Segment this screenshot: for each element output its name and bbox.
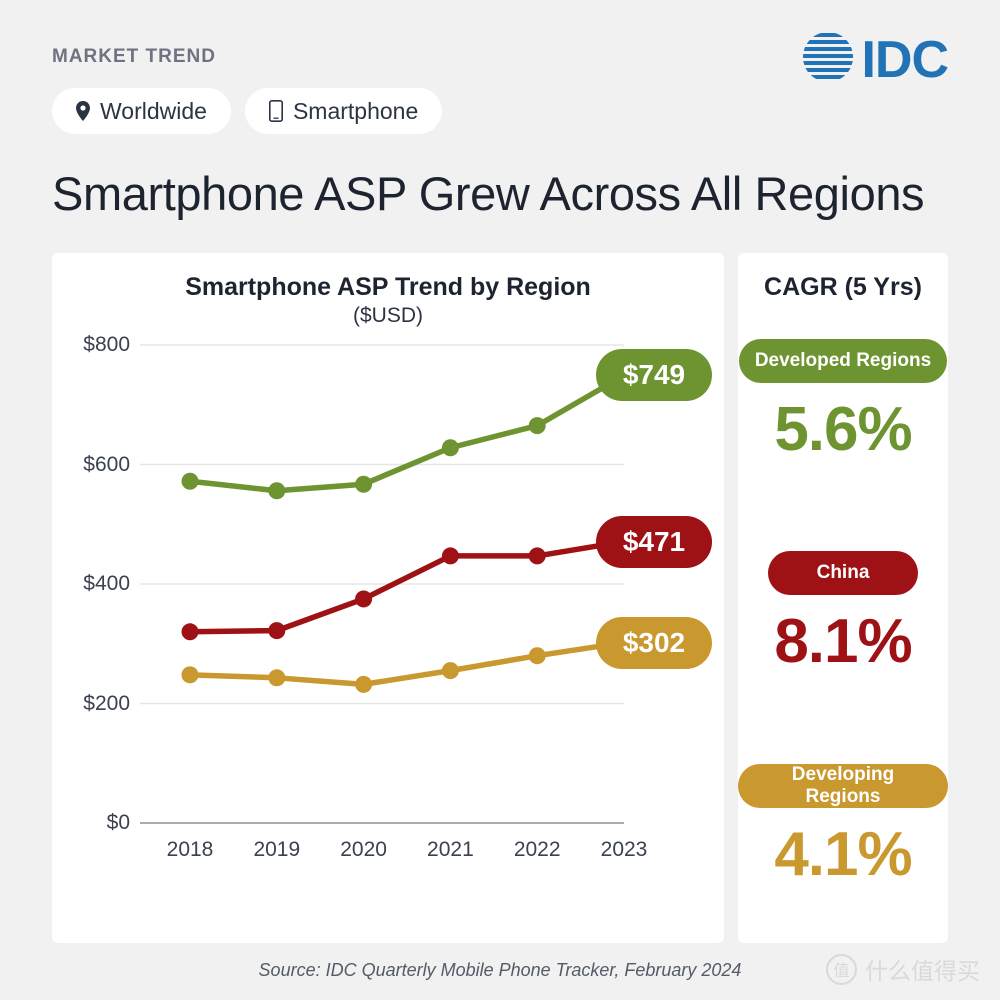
x-axis-tick-label: 2019 xyxy=(253,838,301,861)
page-title: Smartphone ASP Grew Across All Regions xyxy=(52,167,925,220)
series-line-0 xyxy=(187,372,627,494)
cagr-value: 8.1% xyxy=(774,607,912,676)
cagr-region-pill: Developing Regions xyxy=(738,764,948,808)
watermark: 值 什么值得买 xyxy=(826,952,980,986)
y-axis-tick-label: $400 xyxy=(83,572,130,595)
data-point xyxy=(441,547,459,565)
cagr-card: CAGR (5 Yrs) Developed Regions 5.6% China 8… xyxy=(738,253,948,943)
data-point xyxy=(355,590,373,608)
data-point xyxy=(441,662,459,680)
cagr-region-pill: Developed Regions xyxy=(738,339,948,383)
cagr-item: China 8.1% xyxy=(738,551,948,674)
x-axis-tick-label: 2023 xyxy=(600,838,648,861)
mobile-phone-icon xyxy=(268,100,283,122)
y-axis-tick-label: $600 xyxy=(83,452,130,476)
line-chart-plot: $0 $200 $400 $600 $800 2018 2019 2020 2021 2022 20… xyxy=(52,253,724,943)
data-point xyxy=(181,623,199,641)
x-axis-tick-label: 2022 xyxy=(513,838,561,861)
chart-subtitle: ($USD) xyxy=(352,304,423,327)
idc-logo: IDC xyxy=(801,30,949,89)
cagr-title: CAGR (5 Yrs) xyxy=(764,273,922,301)
series-line-2 xyxy=(187,639,627,688)
watermark-mark-icon: 值 xyxy=(826,953,857,985)
filter-pill-worldwide[interactable]: Worldwide xyxy=(52,88,231,134)
y-axis-tick-label: $0 xyxy=(106,811,130,834)
watermark-label: 什么值得买 xyxy=(865,958,980,984)
filter-pill-smartphone-label: Smartphone xyxy=(292,97,419,124)
data-point xyxy=(528,647,546,665)
chart-card: Smartphone ASP Trend by Region ($USD) $0… xyxy=(52,253,724,943)
chart-svg xyxy=(140,344,627,824)
cagr-item: Developing Regions 4.1% xyxy=(738,764,948,887)
series-end-label: $471 xyxy=(596,515,712,568)
data-point xyxy=(528,547,546,565)
location-pin-icon xyxy=(76,101,90,121)
data-point xyxy=(268,669,286,687)
cagr-value: 5.6% xyxy=(774,395,912,464)
series-line-1 xyxy=(187,538,627,635)
series-end-label: $302 xyxy=(596,616,712,669)
filter-pill-smartphone[interactable]: Smartphone xyxy=(244,88,443,134)
data-point xyxy=(355,475,373,493)
x-axis-tick-label: 2020 xyxy=(340,838,387,861)
filter-pill-worldwide-label: Worldwide xyxy=(100,97,207,124)
data-point xyxy=(181,472,199,490)
chart-title: Smartphone ASP Trend by Region xyxy=(185,273,591,301)
data-point xyxy=(355,675,373,693)
data-point xyxy=(441,439,459,457)
data-point xyxy=(528,417,546,435)
series-end-label: $749 xyxy=(596,349,712,402)
cagr-region-pill: China xyxy=(768,551,918,595)
data-point xyxy=(268,482,286,500)
x-axis-tick-label: 2021 xyxy=(427,838,474,861)
data-point xyxy=(268,622,286,640)
cagr-value: 4.1% xyxy=(774,820,912,889)
source-note: Source: IDC Quarterly Mobile Phone Track… xyxy=(258,960,742,980)
y-axis-tick-label: $200 xyxy=(83,691,130,715)
cagr-item: Developed Regions 5.6% xyxy=(738,339,948,462)
data-point xyxy=(181,666,199,684)
globe-icon xyxy=(801,30,855,89)
y-axis-tick-label: $800 xyxy=(83,333,130,356)
x-axis-tick-label: 2018 xyxy=(166,838,214,861)
eyebrow-label: MARKET TREND xyxy=(52,46,216,67)
idc-logo-text: IDC xyxy=(861,30,949,89)
filter-pills: Worldwide Smartphone xyxy=(52,88,443,134)
